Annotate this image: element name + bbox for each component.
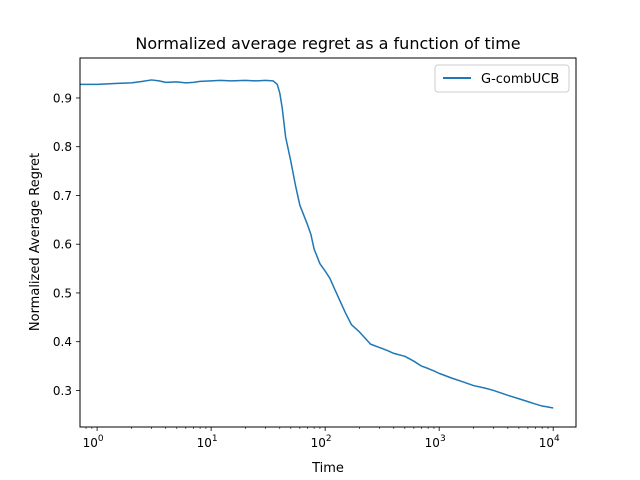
y-tick-label: 0.9 [53,91,72,105]
y-axis-label: Normalized Average Regret [28,153,43,331]
y-tick-label: 0.7 [53,189,72,203]
legend-entry-label: G-combUCB [481,72,559,87]
legend-box [434,64,570,93]
y-axis-ticks: 0.3 0.4 0.5 0.6 0.7 0.8 0.9 [53,91,80,398]
x-axis-label: Time [311,461,344,476]
plot-area [80,79,554,409]
chart-title: Normalized average regret as a function … [135,34,520,53]
axes-frame [79,57,577,428]
y-tick-label: 0.5 [53,286,72,300]
y-tick-label: 0.6 [53,238,72,252]
y-tick-label: 0.4 [53,335,72,349]
y-tick-label: 0.8 [53,140,72,154]
series-line-g-combucb [80,79,554,409]
y-tick-label: 0.3 [53,384,72,398]
legend: G-combUCB [434,64,570,93]
